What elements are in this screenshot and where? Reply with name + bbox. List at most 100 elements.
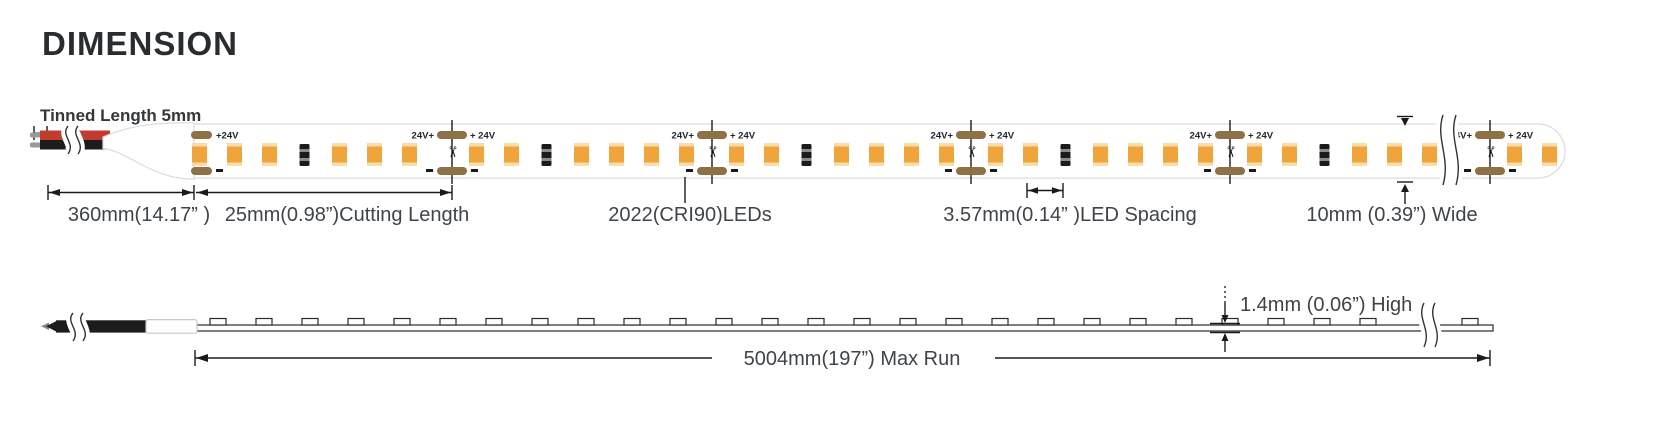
resistor-stripe [541, 149, 552, 152]
led-cap [1163, 143, 1178, 147]
led-chip [939, 143, 954, 166]
scissors-icon: ✂ [1482, 146, 1499, 159]
led-body [904, 143, 919, 166]
strip-side-bar [1436, 324, 1494, 332]
led-side-profile [577, 317, 595, 326]
resistor-stripe [299, 149, 310, 152]
led-body [644, 143, 659, 166]
dim-spacing [1026, 183, 1064, 198]
led-side-profile [1461, 317, 1479, 326]
led-cap [1128, 143, 1143, 147]
led-cap [939, 162, 954, 166]
led-side-profile [1221, 317, 1239, 326]
led-cap [402, 162, 417, 166]
led-side-profile [991, 317, 1009, 326]
led-side-profile [347, 317, 365, 326]
break-squiggle [1452, 114, 1460, 186]
led-cap [1128, 162, 1143, 166]
led-chip [402, 143, 417, 166]
led-cap [869, 143, 884, 147]
led-chip [1247, 143, 1262, 166]
led-cap [367, 143, 382, 147]
led-chip [367, 143, 382, 166]
led-body [262, 143, 277, 166]
led-cap [192, 143, 207, 147]
led-chip [869, 143, 884, 166]
led-chip [904, 143, 919, 166]
break-mask [66, 307, 90, 347]
minus-mark [990, 169, 997, 172]
led-body [1247, 143, 1262, 166]
led-chip [609, 143, 624, 166]
led-chip [574, 143, 589, 166]
led-cap [988, 143, 1003, 147]
cut-point: 24V+ + 24V ✂ [412, 120, 496, 184]
break-squiggle [1421, 302, 1427, 348]
minus-mark [471, 169, 478, 172]
led-cap [679, 162, 694, 166]
wire-tinned-tip [30, 142, 41, 148]
led-cap [729, 143, 744, 147]
led-cap [834, 162, 849, 166]
page-title: DIMENSION [42, 25, 238, 62]
led-cap [869, 162, 884, 166]
led-chip [729, 143, 744, 166]
resistor-body [1060, 144, 1071, 166]
led-body [469, 143, 484, 166]
led-body [988, 143, 1003, 166]
led-cap [939, 143, 954, 147]
led-body [504, 143, 519, 166]
resistor-body [1319, 144, 1330, 166]
led-body [1163, 143, 1178, 166]
resistor-body [541, 144, 552, 166]
led-chip [332, 143, 347, 166]
led-cap [834, 143, 849, 147]
dim-leds-label: 2022(CRI90)LEDs [608, 204, 771, 226]
scissors-icon: ✂ [444, 146, 461, 159]
led-cap [644, 162, 659, 166]
led-side-profile [761, 317, 779, 326]
dim-width-label: 10mm (0.39”) Wide [1306, 204, 1477, 226]
led-side-profile [853, 317, 871, 326]
strip-end-cap-side [145, 319, 198, 334]
dim-spacing-label: 3.57mm(0.14” )LED Spacing [943, 204, 1196, 226]
minus-mark [945, 169, 952, 172]
voltage-label: + 24V [1248, 131, 1274, 142]
led-side-profile [485, 317, 503, 326]
strip-top-view: Tinned Length 5mm +24V 24V+ + 24V ✂ 24V+ + 24… [30, 106, 1566, 226]
led-body [1507, 143, 1522, 166]
break-squiggle [80, 312, 86, 342]
led-cap [1282, 162, 1297, 166]
led-chip [1422, 143, 1437, 166]
led-cap [1198, 143, 1213, 147]
led-cap [1093, 162, 1108, 166]
led-chip [1387, 143, 1402, 166]
led-cap [609, 143, 624, 147]
wire-tinned-tip [30, 132, 41, 138]
led-cap [1198, 162, 1213, 166]
led-side-profile [531, 317, 549, 326]
led-side-profile [715, 317, 733, 326]
resistor-stripe [1319, 158, 1330, 161]
voltage-label: 24V+ [672, 131, 695, 142]
minus-mark [686, 169, 693, 172]
led-side-profile [209, 317, 227, 326]
voltage-label: + 24V [989, 131, 1015, 142]
led-cap [504, 143, 519, 147]
led-cap [764, 162, 779, 166]
led-side-profile [1313, 317, 1331, 326]
dim-maxrun-label: 5004mm(197”) Max Run [744, 348, 961, 370]
led-chip [764, 143, 779, 166]
led-cap [367, 162, 382, 166]
led-chip [988, 143, 1003, 166]
minus-mark [731, 169, 738, 172]
resistor [299, 144, 310, 166]
led-cap [1507, 162, 1522, 166]
dim-cutting-label: 25mm(0.98”)Cutting Length [225, 204, 470, 226]
minus-mark [1464, 169, 1471, 172]
led-cap [469, 143, 484, 147]
led-side-profile [393, 317, 411, 326]
dim-cutting [196, 185, 453, 200]
led-cap [1093, 143, 1108, 147]
led-chip [834, 143, 849, 166]
